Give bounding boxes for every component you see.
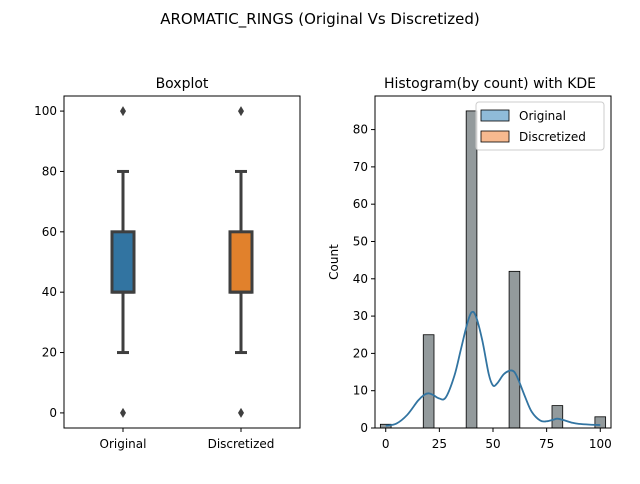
histogram-xtick-label: 50 [485,437,500,451]
histogram-title: Histogram(by count) with KDE [384,76,596,92]
legend-label: Original [519,109,566,123]
histogram-frame [374,95,612,429]
histogram-ylabel: Count [327,244,341,280]
boxplot-xtick-label: Discretized [208,437,275,451]
histogram-bar [594,416,607,429]
histogram-ytick-label: 30 [353,309,368,323]
boxplot-box [228,230,254,294]
histogram-kde-line [385,310,601,427]
histogram-ytick-label: 20 [353,346,368,360]
histogram-ytick-label: 0 [360,421,368,435]
histogram-bar [551,405,564,429]
boxplot-outlier [120,106,126,117]
boxplot-outlier [238,407,244,418]
boxplot-xtick-label: Original [100,437,147,451]
figure-suptitle: AROMATIC_RINGS (Original Vs Discretized) [160,10,480,29]
legend-swatch [480,109,510,122]
boxplot-ytick-label: 0 [49,406,57,420]
boxplot-title: Boxplot [156,76,209,92]
histogram-xtick-label: 25 [432,437,447,451]
histogram-bar [422,334,435,429]
histogram-ytick-label: 70 [353,160,368,174]
boxplot-outlier [238,106,244,117]
boxplot-outlier [120,407,126,418]
boxplot-ytick-label: 20 [42,346,57,360]
boxplot-ytick-label: 80 [42,164,57,178]
boxplot-box [110,230,136,294]
boxplot-ytick-label: 100 [34,104,57,118]
boxplot-frame [63,95,301,429]
histogram-ytick-label: 50 [353,234,368,248]
histogram-ytick-label: 80 [353,123,368,137]
histogram-legend: Original Discretized [475,101,605,151]
legend-swatch [480,130,510,143]
histogram-ytick-label: 40 [353,272,368,286]
histogram-ytick-label: 60 [353,197,368,211]
histogram-bar [508,270,521,429]
histogram-bar [465,110,478,429]
boxplot-panel: Boxplot 0 20 40 60 80 100 Original Discretized [34,76,301,451]
boxplot-ytick-label: 40 [42,285,57,299]
legend-label: Discretized [519,130,586,144]
histogram-content: 0 10 20 30 40 50 60 70 80 0 25 50 75 100 [353,110,612,451]
histogram-ytick-label: 10 [353,384,368,398]
histogram-xtick-label: 100 [589,437,612,451]
histogram-xtick-label: 75 [539,437,554,451]
histogram-xtick-label: 0 [382,437,390,451]
boxplot-ytick-label: 60 [42,225,57,239]
boxplot-content: 0 20 40 60 80 100 Original Discretized [34,104,274,451]
histogram-panel: Histogram(by count) with KDE Count 0 10 20… [327,76,612,451]
